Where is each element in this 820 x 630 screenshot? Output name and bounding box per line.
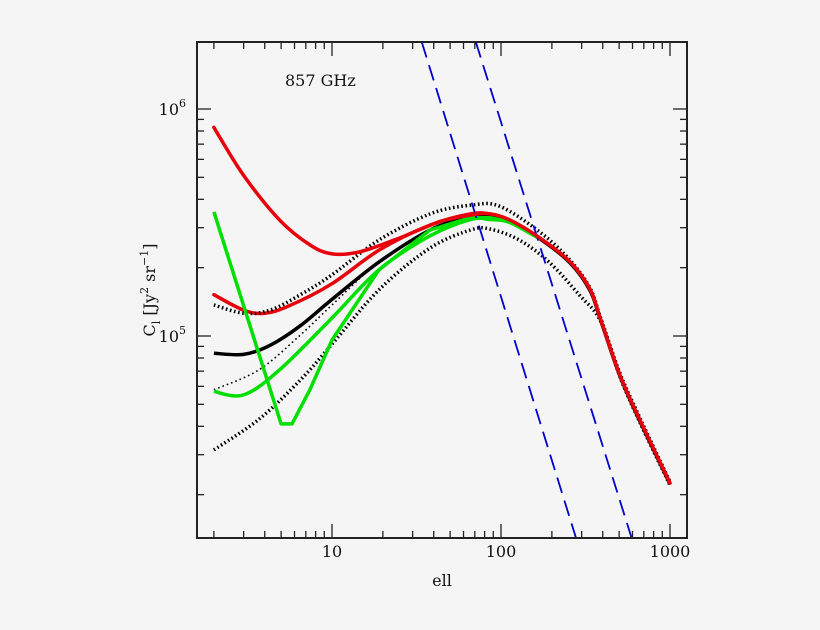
x-tick-label: 100 [486, 542, 517, 561]
y-tick-label: 106 [159, 97, 186, 119]
plot-frame [196, 41, 688, 539]
svg-text:Cl [Jy2 sr−1]: Cl [Jy2 sr−1] [138, 244, 163, 337]
y-axis-label: Cl [Jy2 sr−1] [138, 244, 163, 337]
x-tick-label: 1000 [650, 542, 691, 561]
series-black-dotted-upper [213, 201, 672, 483]
x-axis-label: ell [432, 571, 452, 590]
series-layer [212, 42, 672, 538]
series-blue-dashed-2 [475, 42, 633, 538]
y-tick-label: 105 [159, 324, 186, 346]
x-tick-label: 10 [322, 542, 342, 561]
series-green-lower [213, 216, 541, 398]
frequency-annotation: 857 GHz [285, 71, 356, 90]
y-tick-labels: 105 106 [159, 97, 186, 346]
series-blue-dashed-1 [420, 42, 577, 538]
series-red-upper [212, 125, 672, 485]
x-tick-labels: 10 100 1000 [322, 542, 691, 561]
axis-ticks [197, 42, 687, 538]
